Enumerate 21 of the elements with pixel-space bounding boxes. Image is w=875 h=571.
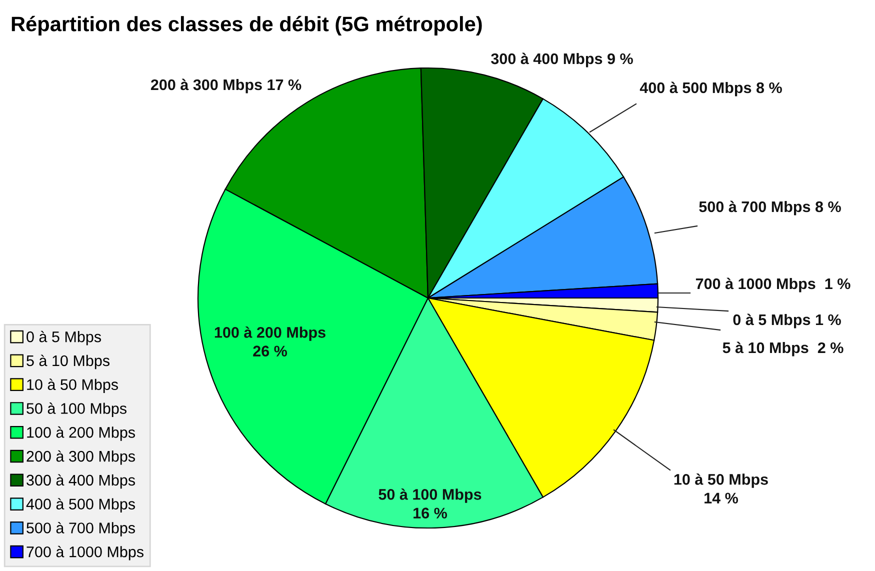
data-label: 5 à 10 Mbps 2 % bbox=[722, 342, 844, 356]
legend-label: 300 à 400 Mbps bbox=[26, 474, 135, 489]
data-label: 500 à 700 Mbps 8 % bbox=[699, 200, 841, 216]
data-label: 100 à 200 Mbps 26 % bbox=[214, 326, 326, 357]
data-label: 300 à 400 Mbps 9 % bbox=[491, 52, 633, 68]
legend-label: 10 à 50 Mbps bbox=[27, 378, 118, 394]
legend-label: 400 à 500 Mbps bbox=[26, 498, 135, 513]
data-label: 700 à 1000 Mbps 1 % bbox=[696, 278, 850, 292]
legend-label: 0 à 5 Mbps bbox=[26, 330, 102, 346]
data-label: 50 à 100 Mbps 16 % bbox=[378, 488, 482, 519]
legend-label: 500 à 700 Mbps bbox=[26, 522, 135, 536]
data-label: 0 à 5 Mbps 1 % bbox=[733, 314, 841, 328]
legend-label: 50 à 100 Mbps bbox=[26, 402, 126, 417]
data-label: 10 à 50 Mbps 14 % bbox=[674, 473, 768, 504]
chart-title: Répartition des classes de débit (5G métropole) bbox=[12, 16, 482, 36]
data-label: 400 à 500 Mbps 8 % bbox=[640, 82, 782, 96]
legend-label: 200 à 300 Mbps bbox=[26, 450, 135, 465]
legend-label: 700 à 1000 Mbps bbox=[26, 546, 144, 560]
legend-label: 100 à 200 Mbps bbox=[27, 426, 135, 441]
data-label: 200 à 300 Mbps 17 % bbox=[150, 78, 302, 94]
legend-label: 5 à 10 Mbps bbox=[26, 354, 110, 370]
